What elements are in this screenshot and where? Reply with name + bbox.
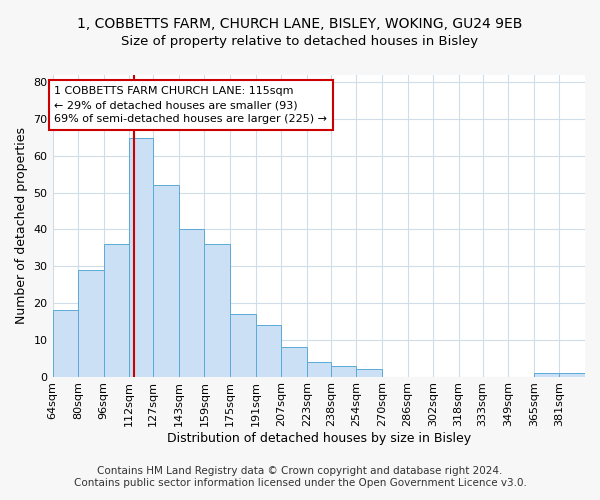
Bar <box>153 186 179 376</box>
Text: 1, COBBETTS FARM, CHURCH LANE, BISLEY, WOKING, GU24 9EB: 1, COBBETTS FARM, CHURCH LANE, BISLEY, W… <box>77 18 523 32</box>
Bar <box>307 362 331 376</box>
Bar <box>78 270 104 376</box>
Text: Size of property relative to detached houses in Bisley: Size of property relative to detached ho… <box>121 35 479 48</box>
Bar <box>53 310 78 376</box>
Bar <box>104 244 129 376</box>
Bar <box>356 369 382 376</box>
Bar <box>281 347 307 376</box>
Bar <box>179 230 205 376</box>
Bar <box>331 366 356 376</box>
Bar <box>129 138 153 376</box>
Text: Contains HM Land Registry data © Crown copyright and database right 2024.
Contai: Contains HM Land Registry data © Crown c… <box>74 466 526 487</box>
Y-axis label: Number of detached properties: Number of detached properties <box>15 128 28 324</box>
Bar <box>230 314 256 376</box>
Bar <box>205 244 230 376</box>
Bar <box>559 373 585 376</box>
Bar <box>534 373 559 376</box>
X-axis label: Distribution of detached houses by size in Bisley: Distribution of detached houses by size … <box>167 432 471 445</box>
Text: 1 COBBETTS FARM CHURCH LANE: 115sqm
← 29% of detached houses are smaller (93)
69: 1 COBBETTS FARM CHURCH LANE: 115sqm ← 29… <box>54 86 327 124</box>
Bar <box>256 325 281 376</box>
